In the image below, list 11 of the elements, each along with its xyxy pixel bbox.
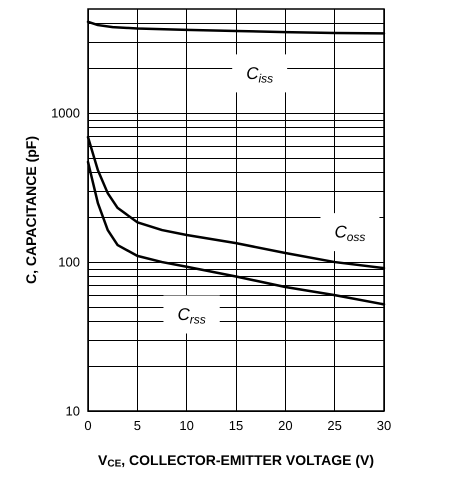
x-tick-label: 15 xyxy=(228,418,244,433)
y-axis-title: C, CAPACITANCE (pF) xyxy=(23,136,39,284)
x-tick-label: 0 xyxy=(84,418,92,433)
x-tick-label: 25 xyxy=(327,418,342,433)
y-tick-label: 10 xyxy=(66,404,80,418)
x-tick-label: 20 xyxy=(278,418,293,433)
x-tick-label: 30 xyxy=(376,418,392,433)
x-tick-label: 5 xyxy=(134,418,141,433)
y-tick-label: 100 xyxy=(58,254,80,270)
y-tick-label: 1000 xyxy=(51,106,80,121)
x-tick-label: 10 xyxy=(179,418,194,433)
